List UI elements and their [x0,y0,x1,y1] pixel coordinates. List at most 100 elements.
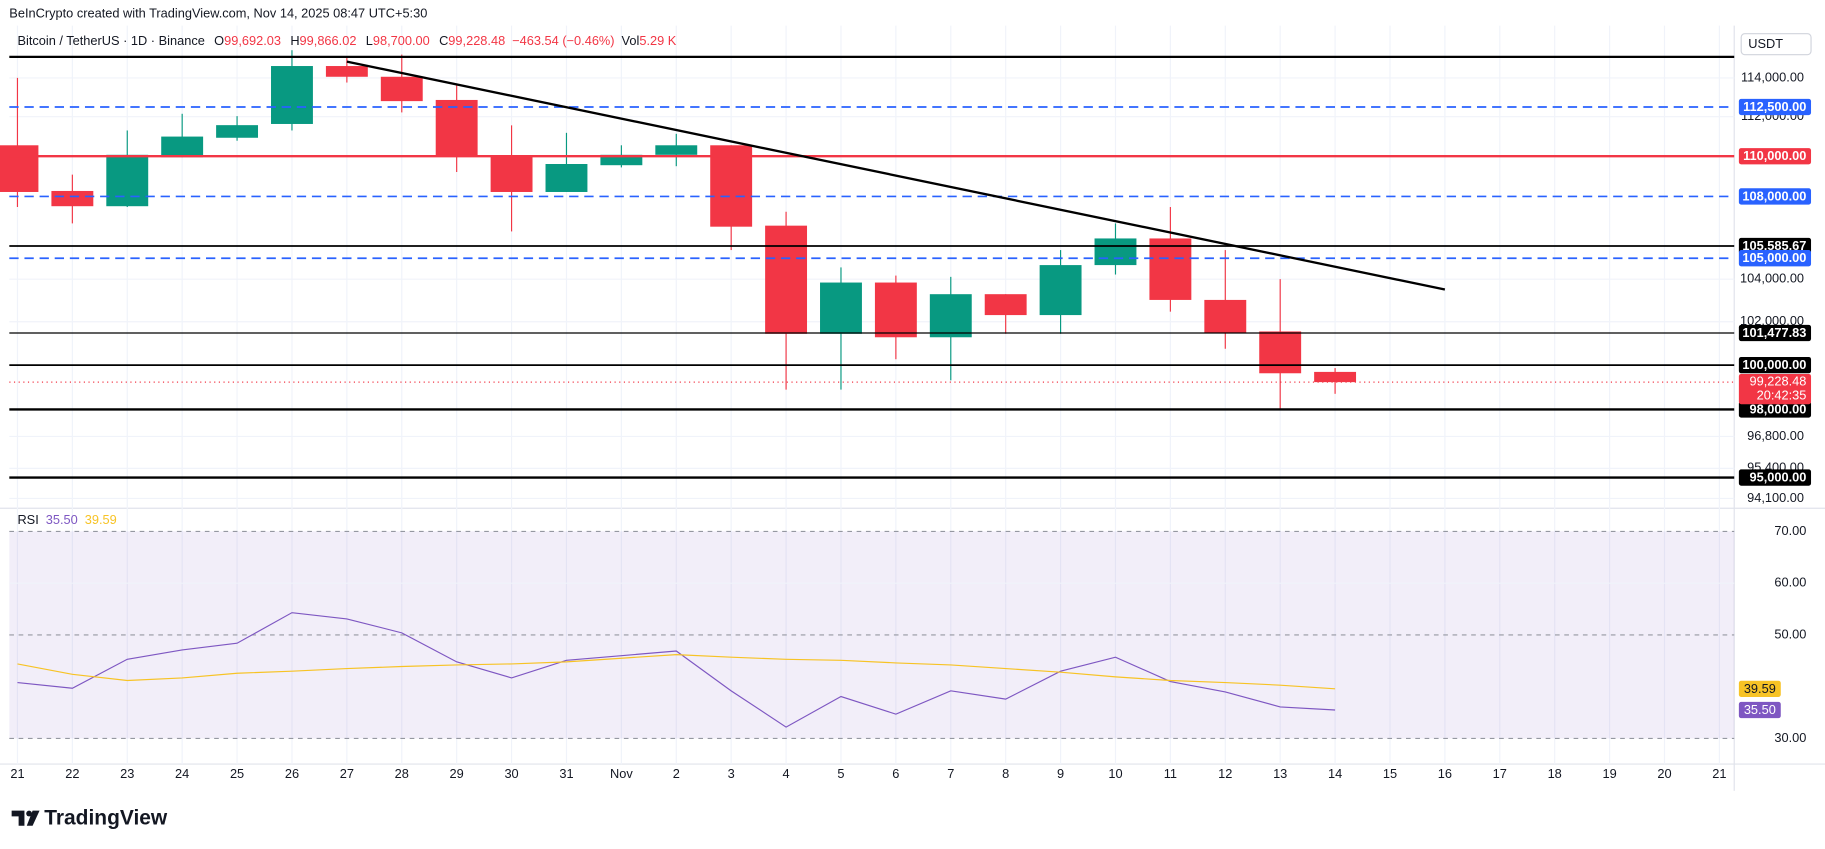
rsi-line [17,654,1336,690]
x-tick-label: 31 [559,766,573,781]
x-tick-label: 23 [120,766,134,781]
volume-value: 5.29 K [639,33,676,48]
rsi-tick-label: 60.00 [1774,575,1806,590]
candle-body [710,145,753,227]
plot-layer: 21 22 23 24 25 26 27 28 29 30 31 Nov 2 3 4 5 6 7 8 9 10 11 12 1… [0,25,1812,781]
ohlc-value: 99,692.03 [224,33,281,48]
rsi-legend: RSI 35.50 39.59 [17,512,116,527]
rsi-legend-value: 35.50 [46,512,78,527]
rsi-tick-label: 50.00 [1774,626,1806,641]
candle-body [0,145,39,192]
x-tick-label: 25 [230,766,244,781]
level-label: 98,000.00 [1749,401,1806,416]
rsi-badge [1738,680,1781,697]
rsi-title: RSI [17,512,38,527]
x-tick-label: 5 [837,766,844,781]
candle-body [1094,238,1137,266]
candle-body [271,66,313,124]
level-badge [1738,98,1812,116]
footer-brand: TradingView [44,806,168,829]
rsi-tick-label: 30.00 [1774,730,1806,745]
currency: USDT [1748,36,1783,51]
rsi-badge-label: 35.50 [1744,702,1776,717]
candle-body [1259,331,1302,374]
level-label: 105,000.00 [1742,250,1806,265]
y-tick-label: 114,000.00 [1741,69,1804,84]
x-tick-label: 21 [10,766,24,781]
x-tick-label: Nov [610,766,633,781]
x-tick-label: 8 [1002,766,1009,781]
ohlc-value: 98,700.00 [373,33,430,48]
level-label: 105,585.67 [1742,238,1806,253]
x-tick-label: 10 [1108,766,1122,781]
x-tick-label: 24 [175,766,189,781]
trendline [346,60,1446,291]
candle-body [216,125,259,138]
y-tick-label: 102,000.00 [1740,313,1804,328]
candle-body [820,282,862,334]
countdown: 20:42:35 [1757,387,1807,402]
candle-body [490,157,533,192]
x-tick-label: 21 [1712,766,1726,781]
ohlc-value: 99,866.02 [300,33,357,48]
level-badge [1738,469,1812,486]
level-badge [1738,188,1812,205]
x-tick-label: 15 [1383,766,1397,781]
candle-body [435,99,478,156]
x-tick-label: 19 [1602,766,1616,781]
ohlc-key: O [214,33,224,48]
logo-mark [11,810,25,826]
level-label: 95,000.00 [1749,470,1806,485]
candle-body [655,145,698,155]
candle-body [1039,265,1082,316]
level-label: 108,000.00 [1742,188,1806,203]
x-tick-label: 4 [783,766,790,781]
x-tick-label: 11 [1164,766,1177,781]
x-tick-label: 30 [504,766,518,781]
level-badge [1738,324,1812,342]
level-badge [1738,148,1812,165]
change: −463.54 (−0.46%) [512,33,614,48]
x-tick-label: 27 [340,766,354,781]
level-label: 110,000.00 [1743,148,1806,163]
logo-slash [26,810,40,826]
candle-body [984,294,1027,316]
rsi-badge-label: 39.59 [1744,681,1776,696]
x-tick-label: 12 [1218,766,1232,781]
rsi-line [17,612,1336,728]
level-badge [1738,250,1812,267]
candle-body [51,190,94,207]
level-badge [1738,401,1812,418]
x-tick-label: 17 [1493,766,1507,781]
x-tick-label: 13 [1273,766,1287,781]
x-tick-label: 7 [947,766,954,781]
logo-dot [26,810,33,817]
symbol-title: Bitcoin / TetherUS · 1D · Binance [17,33,204,48]
volume-key: Vol [622,33,640,48]
candle-body [1149,238,1192,300]
candle-body [1204,299,1247,333]
level-label: 100,000.00 [1742,357,1806,372]
x-tick-label: 16 [1438,766,1452,781]
rsi-tick-label: 70.00 [1774,523,1806,538]
candle-body [929,294,972,338]
x-tick-label: 20 [1657,766,1671,781]
ohlc-value: 99,228.48 [448,33,505,48]
x-tick-label: 6 [892,766,899,781]
rsi-legend-value: 39.59 [85,512,117,527]
ohlc-key: C [439,33,448,48]
x-tick-label: 29 [450,766,464,781]
ohlc-key: L [366,33,373,48]
candle-body [1314,371,1357,383]
candle-body [106,154,149,207]
x-tick-label: 2 [673,766,680,781]
x-tick-label: 22 [65,766,79,781]
x-tick-label: 9 [1057,766,1064,781]
x-tick-label: 28 [395,766,409,781]
candle-body [380,76,423,102]
y-tick-label: 96,800.00 [1747,428,1804,443]
level-badge [1738,357,1812,374]
footer-logo: TradingView [11,806,168,829]
current-price-badge [1738,373,1812,405]
